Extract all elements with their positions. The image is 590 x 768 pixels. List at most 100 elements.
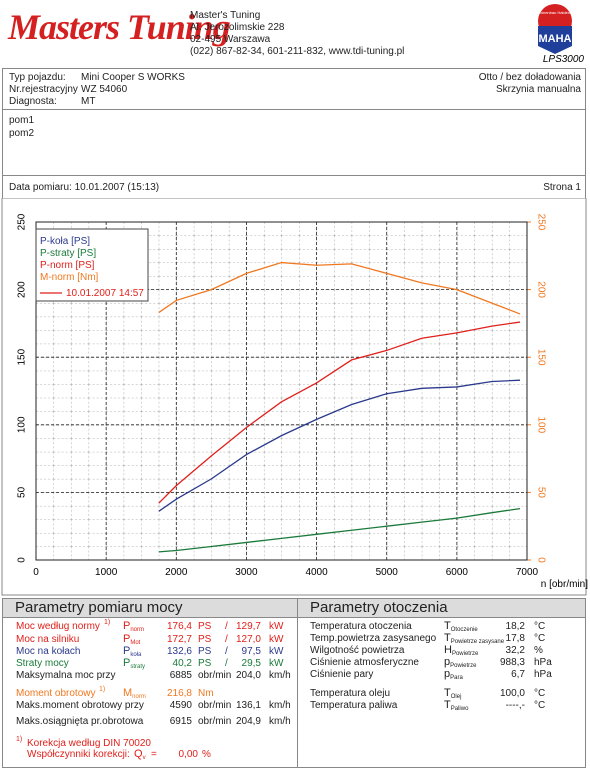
symbol-sub: Otoczenie	[450, 627, 478, 633]
symbol: HPowietrze	[444, 644, 479, 657]
param-unit: %	[534, 645, 543, 656]
separator: /	[225, 646, 228, 657]
param-value: 216,8	[166, 688, 192, 699]
legend-note: 10.01.2007 14:57	[66, 288, 144, 299]
param-unit: °C	[534, 633, 546, 644]
y-tick-label: 50	[17, 486, 28, 498]
field-label: Typ pojazdu:	[9, 72, 66, 83]
remarks-box: pom1 pom2	[2, 109, 586, 176]
note-ref: 1)	[16, 736, 23, 743]
symbol: TPowietrze zasysane	[444, 632, 505, 645]
param-value: 136,1	[235, 700, 261, 711]
symbol: pPara	[444, 668, 463, 681]
param-label: Ciśnienie atmosferyczne	[310, 657, 419, 668]
series-line	[158, 379, 521, 512]
x-axis-label: n [obr/min]	[541, 579, 588, 590]
param-label: Maksymalna moc przy	[16, 670, 116, 681]
param-label: Temperatura otoczenia	[310, 621, 412, 632]
equals: =	[151, 749, 157, 760]
param-label: Ciśnienie pary	[310, 669, 374, 680]
legend-entry: P-norm [PS]	[40, 260, 95, 271]
param-value: 6915	[169, 716, 192, 727]
param-value: 204,9	[235, 716, 261, 727]
measurement-date: Data pomiaru: 10.01.2007 (15:13)	[9, 182, 160, 193]
symbol: TOtoczenie	[444, 620, 478, 633]
symbol: Pstraty	[123, 657, 146, 670]
x-tick-label: 3000	[235, 567, 258, 578]
field-label: Diagnosta:	[9, 96, 57, 107]
param-label: Temp.powietrza zasysanego	[310, 633, 437, 644]
param-label: Temperatura paliwa	[310, 700, 398, 711]
separator: /	[225, 658, 228, 669]
param-value: 129,7	[235, 621, 261, 632]
symbol-sub: norm	[130, 627, 145, 633]
x-tick-label: 2000	[165, 567, 188, 578]
remark: pom1	[9, 115, 35, 126]
y2-tick-label: 0	[535, 557, 546, 563]
param-unit: PS	[198, 646, 212, 657]
y-tick-label: 250	[17, 213, 28, 230]
param-label: Moc na kołach	[16, 646, 81, 657]
param-value: 4590	[169, 700, 192, 711]
symbol-sub: Olej	[450, 694, 462, 700]
legend-box	[35, 228, 149, 302]
param-label: Straty mocy	[16, 658, 69, 669]
symbol: Mnorm	[123, 687, 146, 700]
param-unit: PS	[198, 634, 212, 645]
param-unit: °C	[534, 621, 546, 632]
address: (022) 867-82-34, 601-211-832, www.tdi-tu…	[190, 46, 405, 57]
param-label: Moc według normy	[16, 621, 100, 632]
symbol-sub: Paliwo	[450, 706, 469, 712]
symbol-sub: straty	[130, 664, 146, 670]
legend-entry: P-straty [PS]	[40, 248, 96, 259]
param-unit: obr/min	[198, 716, 232, 727]
model: LPS3000	[543, 54, 585, 65]
chart: 0 50 100 150 200 250 0 50 100 150 200 250 0 1000 2000 3…	[1, 198, 588, 596]
y-tick-label: 150	[17, 348, 28, 365]
symbol-sub: Powietrze zasysane	[450, 639, 505, 645]
param-unit: Nm	[198, 688, 214, 699]
field-label: Nr.rejestracyjny	[9, 84, 78, 95]
legend-entry: M-norm [Nm]	[40, 272, 99, 283]
param-unit: obr/min	[198, 670, 232, 681]
symbol: TOlej	[444, 687, 462, 700]
param-label: Maks.moment obrotowy przy	[16, 700, 144, 711]
address: Al. Jerozolimskie 228	[190, 22, 285, 33]
footnote: Korekcja według DIN 70020	[27, 738, 151, 749]
y2-tick-label: 150	[535, 349, 546, 366]
date-box: Data pomiaru: 10.01.2007 (15:13) Strona …	[2, 175, 586, 199]
logo: Masters Tuning	[8, 7, 231, 47]
symbol: Pkoła	[123, 645, 142, 658]
field-value: MT	[81, 96, 96, 107]
y-tick-label: 200	[17, 281, 28, 298]
company: Master's Tuning	[190, 10, 261, 21]
brand-ring-text: Maschinenbau Haldenwang	[530, 10, 579, 15]
vehicle-box: Typ pojazdu: Mini Cooper S WORKS Nr.reje…	[2, 68, 586, 110]
x-tick-label: 0	[33, 567, 39, 578]
symbol-sub: Powietrze	[450, 663, 477, 669]
symbol: Pnorm	[123, 620, 145, 633]
separator: /	[225, 634, 228, 645]
param-value: 40,2	[172, 658, 192, 669]
param-unit: kW	[269, 646, 284, 657]
param-unit: hPa	[534, 669, 552, 680]
panel-title: Parametry otoczenia	[298, 599, 585, 618]
field-value: Mini Cooper S WORKS	[81, 72, 185, 83]
param-value: 29,5	[241, 658, 261, 669]
ambient-panel: Parametry otoczenia Temperatura otoczeni…	[297, 598, 586, 768]
symbol-sub: Powietrze	[451, 651, 479, 657]
param-value: 18,2	[505, 621, 525, 632]
param-value: 100,0	[499, 688, 525, 699]
y-tick-label: 100	[17, 416, 28, 433]
param-unit: km/h	[269, 700, 291, 711]
param-label: Moc na silniku	[16, 634, 80, 645]
param-unit: °C	[534, 700, 546, 711]
x-tick-label: 4000	[305, 567, 328, 578]
param-unit: km/h	[269, 716, 291, 727]
series-line	[158, 321, 521, 504]
param-value: ----,-	[505, 700, 525, 711]
plot-border	[35, 221, 528, 561]
x-tick-label: 6000	[446, 567, 469, 578]
power-panel: Parametry pomiaru mocy Moc według normy 1…	[2, 598, 298, 768]
legend-entry: P-koła [PS]	[40, 236, 90, 247]
